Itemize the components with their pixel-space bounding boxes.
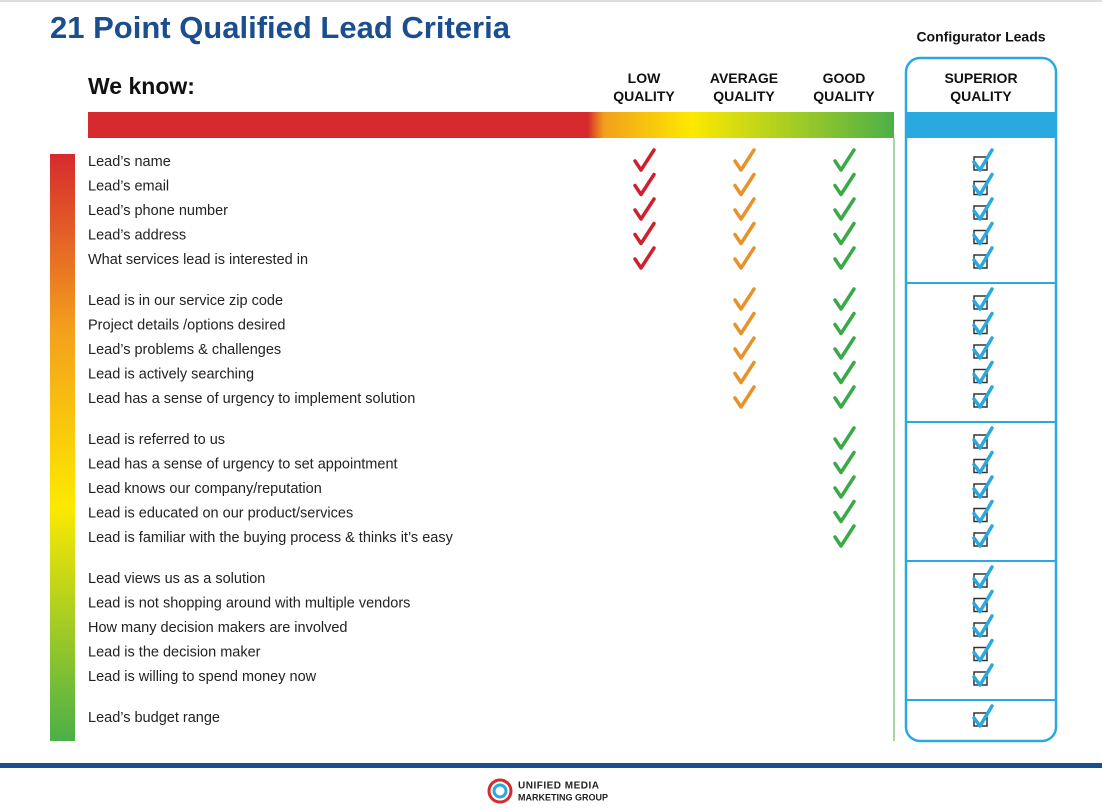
check-mark (972, 614, 994, 638)
check-mark (833, 246, 856, 270)
check-mark (633, 246, 656, 270)
check-mark (972, 475, 994, 499)
logo-text: Unified Media (518, 781, 600, 792)
superior-box (904, 56, 1058, 743)
criterion: Lead’s phone number (88, 203, 228, 219)
check-mark (733, 385, 756, 409)
check-mark (733, 246, 756, 270)
criterion: Lead is educated on our product/services (88, 505, 353, 521)
check-mark (972, 246, 994, 270)
criterion: Lead is actively searching (88, 366, 254, 382)
check-mark (733, 172, 756, 197)
check-mark (972, 197, 994, 221)
check-mark (972, 287, 994, 311)
criterion: Lead views us as a solution (88, 571, 265, 587)
criterion: Lead’s problems & challenges (88, 342, 281, 358)
criterion: Lead is in our service zip code (88, 293, 283, 309)
criterion: Project details /options desired (88, 317, 285, 333)
check-mark (833, 360, 856, 385)
logo-ring (487, 778, 513, 804)
check-mark (833, 148, 856, 172)
check-mark (733, 336, 756, 360)
criterion: How many decision makers are involved (88, 620, 348, 636)
column-header: GOOD QUALITY (813, 70, 875, 104)
criterion: Lead has a sense of urgency to set appoi… (88, 456, 398, 472)
check-mark (633, 197, 656, 221)
check-mark (972, 221, 994, 246)
criterion: What services lead is interested in (88, 252, 308, 268)
check-mark (972, 589, 994, 614)
check-mark (972, 450, 994, 475)
check-mark (833, 172, 856, 197)
logo-text: Marketing Group (518, 792, 608, 802)
check-mark (972, 565, 994, 589)
criterion: Lead is referred to us (88, 432, 225, 448)
check-mark (733, 311, 756, 336)
check-mark (972, 426, 994, 450)
header-bar (88, 112, 894, 138)
check-mark (833, 287, 856, 311)
superior-bar (906, 112, 1056, 138)
check-mark (633, 172, 656, 197)
check-mark (733, 197, 756, 221)
criterion: Lead is willing to spend money now (88, 669, 317, 685)
logo: Unified Media Marketing Group (487, 778, 608, 804)
check-mark (972, 524, 994, 548)
check-mark (972, 311, 994, 336)
check-mark (833, 499, 856, 524)
title: 21 Point Qualified Lead Criteria (50, 10, 511, 45)
column-header: LOW QUALITY (613, 70, 675, 104)
logo-ring (492, 783, 508, 799)
column-header: SUPERIOR QUALITY (944, 70, 1017, 104)
check-mark (972, 385, 994, 409)
check-mark (733, 287, 756, 311)
side-bar (50, 154, 75, 741)
criterion: Lead is not shopping around with multipl… (88, 595, 410, 611)
criterion: Lead is familiar with the buying process… (88, 530, 454, 546)
check-mark (633, 148, 656, 172)
we-know: We know: (88, 73, 195, 99)
check-mark (972, 148, 994, 172)
criterion: Lead’s email (88, 178, 169, 194)
note: Configurator Leads (916, 29, 1045, 45)
check-mark (833, 197, 856, 221)
check-mark (972, 704, 994, 728)
criterion: Lead is the decision maker (88, 644, 261, 660)
criterion: Lead knows our company/reputation (88, 481, 322, 497)
check-mark (972, 172, 994, 197)
check-mark (833, 524, 856, 548)
footer-line (0, 763, 1102, 768)
criterion: Lead’s budget range (88, 710, 220, 726)
check-mark (733, 221, 756, 246)
check-mark (833, 426, 856, 450)
criterion: Lead’s address (88, 227, 186, 243)
criterion: Lead has a sense of urgency to implement… (88, 391, 415, 407)
check-mark (733, 148, 756, 172)
check-mark (972, 638, 994, 663)
check-mark (733, 360, 756, 385)
check-mark (833, 336, 856, 360)
criterion: Lead’s name (88, 154, 171, 170)
column-header: AVERAGE QUALITY (710, 70, 778, 104)
check-mark (833, 385, 856, 409)
check-mark (833, 450, 856, 475)
check-mark (833, 221, 856, 246)
check-mark (833, 311, 856, 336)
check-mark (633, 221, 656, 246)
check-mark (972, 663, 994, 687)
check-mark (972, 336, 994, 360)
check-mark (972, 499, 994, 524)
check-mark (833, 475, 856, 499)
top-edge (0, 0, 1102, 2)
check-mark (972, 360, 994, 385)
